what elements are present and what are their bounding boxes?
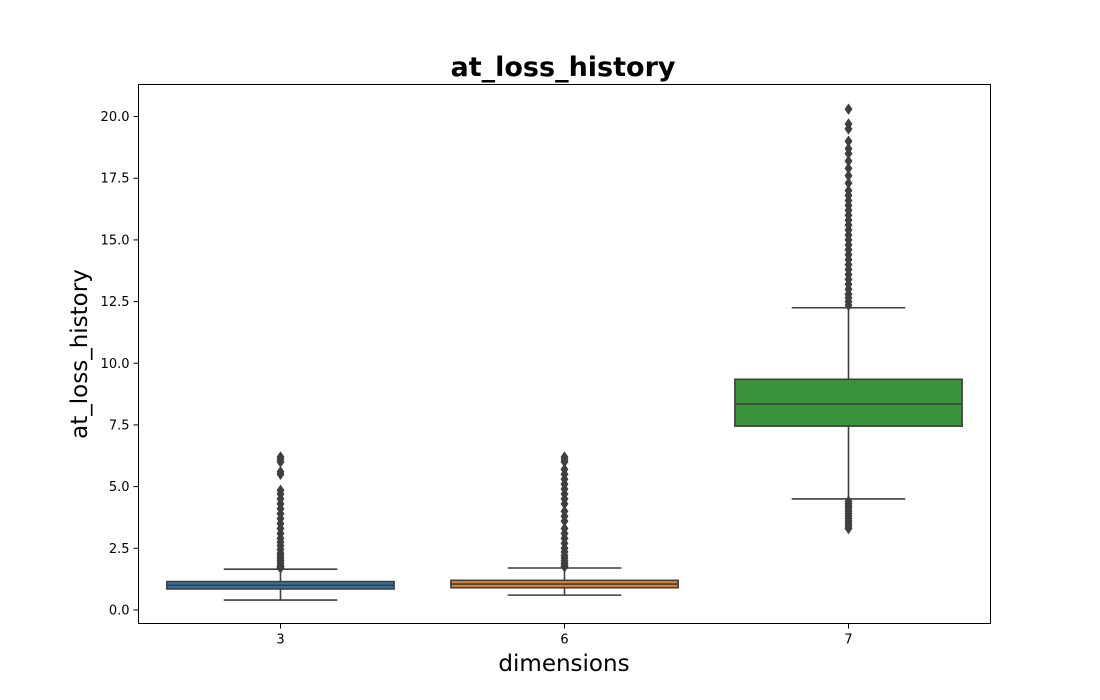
x-tick-label: 6: [560, 633, 568, 648]
outlier-point: [844, 135, 853, 147]
y-tick-label: 0.0: [109, 603, 130, 618]
outlier-point: [276, 484, 285, 497]
x-axis-label: dimensions: [498, 651, 629, 677]
plot-area: 0.0 2.5 5.0 7.5 10.0 12.5 15.0 17.5 20.0 3 6 7: [101, 103, 963, 648]
outlier-point: [844, 155, 853, 167]
outlier-point: [844, 170, 853, 182]
outlier-point: [560, 522, 569, 535]
y-tick-label: 15.0: [101, 233, 130, 248]
y-tick-label: 10.0: [101, 357, 130, 372]
outlier-point: [844, 118, 853, 130]
y-tick-label: 5.0: [109, 480, 130, 495]
y-tick-label: 20.0: [101, 110, 130, 125]
outlier-point: [560, 505, 569, 517]
chart-title: at_loss_history: [451, 52, 676, 83]
outlier-point: [276, 466, 285, 478]
x-tick-label: 7: [844, 633, 852, 648]
outlier-point: [560, 451, 569, 463]
y-tick-label: 17.5: [101, 172, 130, 187]
outlier-point: [844, 103, 853, 115]
y-tick-label: 2.5: [109, 542, 130, 557]
outlier-point: [276, 451, 285, 463]
outlier-point: [844, 184, 853, 197]
outlier-point: [560, 463, 569, 476]
x-tick-label: 3: [276, 633, 284, 648]
iqr-box: [734, 378, 963, 427]
plot-frame: [138, 84, 991, 624]
outlier-point: [844, 162, 853, 175]
y-tick-label: 12.5: [101, 295, 130, 310]
outlier-point: [844, 522, 853, 535]
outlier-point: [844, 142, 853, 155]
y-tick-label: 7.5: [109, 418, 130, 433]
outlier-point: [844, 177, 853, 189]
y-axis-label: at_loss_history: [67, 269, 93, 439]
